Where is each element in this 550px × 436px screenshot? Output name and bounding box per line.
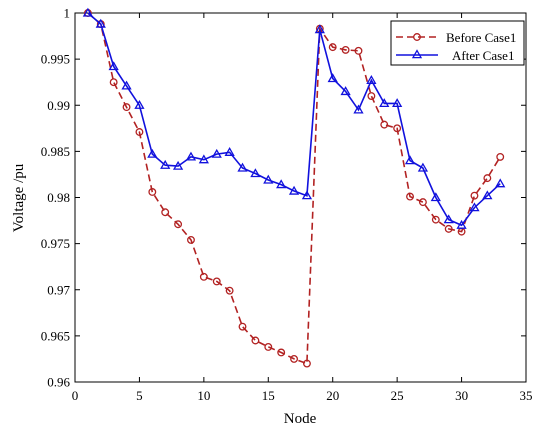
data-point-before-case1 bbox=[393, 124, 402, 133]
data-point-after-case1 bbox=[211, 148, 222, 158]
data-point-before-case1 bbox=[174, 220, 183, 229]
data-point-before-case1 bbox=[187, 235, 195, 244]
data-point-after-case1 bbox=[82, 7, 94, 17]
data-point-before-case1 bbox=[264, 342, 273, 351]
x-tick-label: 15 bbox=[262, 388, 275, 403]
data-point-before-case1 bbox=[380, 120, 389, 129]
data-point-before-case1 bbox=[277, 348, 286, 357]
x-tick-label: 0 bbox=[72, 388, 79, 403]
data-point-before-case1 bbox=[135, 128, 144, 136]
y-axis-title: Voltage /pu bbox=[11, 163, 27, 232]
data-point-before-case1 bbox=[302, 359, 311, 368]
x-tick-label: 20 bbox=[326, 388, 339, 403]
y-tick-label: 0.975 bbox=[41, 236, 70, 251]
y-tick-label: 0.97 bbox=[47, 282, 70, 297]
data-point-before-case1 bbox=[290, 354, 299, 363]
x-tick-label: 25 bbox=[391, 388, 404, 403]
legend-before-marker bbox=[413, 33, 421, 41]
data-point-after-case1 bbox=[379, 98, 390, 108]
data-point-before-case1 bbox=[148, 188, 157, 196]
x-tick-label: 5 bbox=[136, 388, 143, 403]
series-line-before-case1 bbox=[87, 12, 501, 365]
data-point-before-case1 bbox=[212, 277, 221, 286]
data-point-after-case1 bbox=[108, 61, 119, 71]
data-point-before-case1 bbox=[444, 224, 453, 233]
data-point-after-case1 bbox=[456, 219, 467, 229]
data-point-before-case1 bbox=[122, 103, 131, 112]
legend-after-marker bbox=[411, 49, 423, 59]
x-tick-label: 30 bbox=[455, 388, 468, 403]
data-point-after-case1 bbox=[172, 160, 184, 170]
data-point-after-case1 bbox=[250, 168, 261, 178]
data-point-after-case1 bbox=[198, 154, 209, 164]
x-axis-title: Node bbox=[284, 411, 317, 427]
data-point-after-case1 bbox=[147, 148, 158, 158]
data-point-after-case1 bbox=[263, 174, 274, 184]
data-point-after-case1 bbox=[366, 75, 377, 84]
data-point-before-case1 bbox=[328, 43, 337, 52]
data-point-before-case1 bbox=[406, 192, 414, 201]
data-point-after-case1 bbox=[95, 18, 106, 28]
y-tick-label: 0.96 bbox=[47, 375, 70, 390]
data-point-before-case1 bbox=[161, 208, 170, 217]
data-point-after-case1 bbox=[160, 159, 171, 169]
data-point-after-case1 bbox=[469, 202, 480, 212]
data-point-before-case1 bbox=[225, 286, 234, 295]
data-point-after-case1 bbox=[327, 73, 338, 83]
data-point-before-case1 bbox=[251, 336, 260, 345]
series-layer bbox=[82, 7, 506, 368]
data-point-after-case1 bbox=[340, 86, 351, 96]
data-point-after-case1 bbox=[224, 146, 235, 156]
data-point-after-case1 bbox=[495, 178, 506, 188]
axis-ticks: 0 5 10 15 20 25 30 35 0.96 0.965 0.97 0.975 0.98 0.98… bbox=[41, 6, 533, 404]
data-point-after-case1 bbox=[353, 104, 364, 114]
data-point-after-case1 bbox=[276, 179, 287, 189]
data-point-after-case1 bbox=[443, 214, 454, 224]
series-line-after-case1 bbox=[87, 12, 501, 227]
data-point-before-case1 bbox=[238, 322, 247, 331]
y-tick-label: 0.98 bbox=[47, 190, 70, 205]
legend: Before Case1 After Case1 bbox=[390, 20, 525, 66]
data-point-before-case1 bbox=[470, 191, 479, 200]
data-point-after-case1 bbox=[482, 190, 493, 200]
x-tick-label: 35 bbox=[520, 388, 533, 403]
data-point-after-case1 bbox=[301, 190, 313, 200]
data-point-before-case1 bbox=[431, 215, 440, 224]
data-point-before-case1 bbox=[367, 92, 376, 100]
data-point-before-case1 bbox=[496, 152, 505, 161]
y-tick-label: 1 bbox=[64, 6, 71, 21]
data-point-after-case1 bbox=[430, 192, 441, 202]
legend-after-label: After Case1 bbox=[452, 48, 514, 63]
data-point-after-case1 bbox=[404, 155, 416, 165]
plot-area-border bbox=[74, 12, 527, 383]
data-point-before-case1 bbox=[199, 272, 208, 281]
y-tick-label: 0.99 bbox=[47, 98, 70, 113]
data-point-after-case1 bbox=[134, 99, 145, 109]
data-point-after-case1 bbox=[121, 80, 132, 90]
data-point-after-case1 bbox=[392, 98, 403, 108]
data-point-after-case1 bbox=[237, 162, 248, 172]
x-tick-label: 10 bbox=[197, 388, 210, 403]
data-point-after-case1 bbox=[314, 24, 325, 34]
data-point-after-case1 bbox=[288, 185, 300, 195]
data-point-before-case1 bbox=[483, 174, 492, 183]
y-tick-label: 0.985 bbox=[41, 144, 70, 159]
y-tick-label: 0.965 bbox=[41, 328, 70, 343]
y-tick-label: 0.995 bbox=[41, 52, 70, 67]
data-point-after-case1 bbox=[185, 151, 197, 161]
data-point-before-case1 bbox=[354, 46, 363, 55]
data-point-before-case1 bbox=[109, 78, 118, 87]
data-point-before-case1 bbox=[341, 45, 350, 54]
legend-before-label: Before Case1 bbox=[446, 30, 516, 45]
data-point-before-case1 bbox=[418, 198, 427, 207]
data-point-after-case1 bbox=[417, 162, 429, 172]
